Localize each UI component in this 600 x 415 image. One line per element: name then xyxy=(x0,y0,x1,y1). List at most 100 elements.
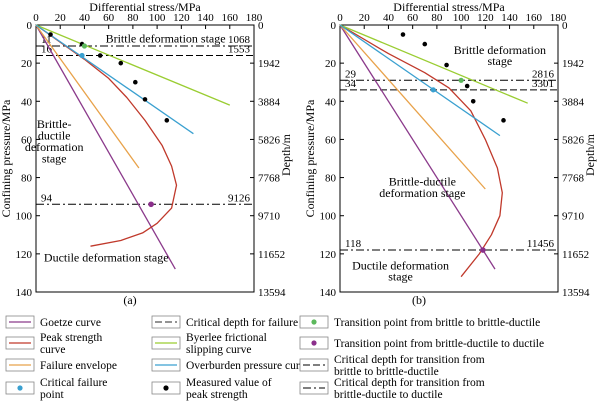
y-tick-label: 40 xyxy=(325,96,337,108)
legend-critical-depth-for-transition-from-label: brittle-ductile to ductile xyxy=(334,389,443,401)
legend-byerlee-frictional-label: Byerlee frictional xyxy=(186,332,267,344)
legend-measured-value-of-label: Measured value of xyxy=(186,377,272,389)
x-tick-label: 120 xyxy=(173,12,190,24)
chart-panel-b: 0 20 40 60 80 100 120 140 160 180 Differential str… xyxy=(303,0,597,299)
y2-tick-label: 9710 xyxy=(562,211,585,223)
x-tick-label: 160 xyxy=(222,12,239,24)
y2-tick-label: 5826 xyxy=(562,134,585,146)
x-tick-label: 80 xyxy=(431,12,443,24)
stage-annotation: stage xyxy=(488,54,513,68)
stage-annotation: stage xyxy=(42,152,67,166)
legend-transition-point-from-brittle-to-brittle-ductile-swatch xyxy=(299,315,329,329)
x-tick-label: 80 xyxy=(127,12,139,24)
legend-peak-strength-swatch xyxy=(5,336,35,350)
legend-transition-point-from-brittle-to-brittle-ductile-label: Transition point from brittle to brittle… xyxy=(334,317,540,329)
critical-depth-label: 3301 xyxy=(532,78,554,90)
legend-overburden-pressure-curve-label: Overburden pressure curve xyxy=(186,360,311,372)
y-tick-label: 100 xyxy=(16,211,33,223)
y2-tick-label: 13594 xyxy=(258,287,286,299)
legend-byerlee-frictional-label: slipping curve xyxy=(186,344,251,356)
x-tick-label: 40 xyxy=(79,12,91,24)
measured-point xyxy=(501,118,506,123)
series-peak-strength-curve xyxy=(35,24,178,247)
transition-point-brittle xyxy=(458,77,464,83)
x-tick-label: 60 xyxy=(407,12,419,24)
x-tick-label: 120 xyxy=(477,12,494,24)
stage-annotation: Ductile deformation xyxy=(352,258,449,272)
y2-tick-label: 0 xyxy=(258,20,264,32)
transition-point-ductile xyxy=(148,201,154,208)
y-tick-label: 140 xyxy=(16,287,33,299)
x-tick-label: 20 xyxy=(359,12,371,24)
series-overburden-pressure-curve xyxy=(339,24,501,137)
measured-point xyxy=(422,41,428,47)
y2-tick-label: 13594 xyxy=(562,287,590,299)
y-tick-label: 20 xyxy=(21,58,33,70)
y2-axis-title-b: Depth/m xyxy=(583,133,597,176)
plot-frame-b xyxy=(339,24,559,293)
critical-failure-point xyxy=(79,52,85,59)
critical-depth-label: 11456 xyxy=(527,238,555,250)
measured-point xyxy=(164,118,170,123)
stage-annotation: Brittle deformation xyxy=(454,43,546,57)
y2-tick-label: 9710 xyxy=(258,211,281,223)
y2-tick-label: 3884 xyxy=(258,96,281,108)
y-tick-label: 0 xyxy=(27,20,33,32)
legend-critical-depth-for-transition-from-swatch xyxy=(299,358,329,372)
y-tick-label: 120 xyxy=(16,249,33,261)
plot-frame-a xyxy=(35,24,255,293)
y2-tick-label: 1942 xyxy=(562,58,584,70)
y-axis-title-a: Confining pressure/MPa xyxy=(0,99,13,217)
critical-pressure-label: 118 xyxy=(345,238,362,250)
x-tick-label: 180 xyxy=(246,12,263,24)
series-goetze-curve xyxy=(35,24,176,270)
legend-transition-point-from-brittle-ductile-to-ductile-swatch xyxy=(299,336,329,350)
y2-tick-label: 11652 xyxy=(562,249,589,261)
x-axis-title-b: Differential stress/MPa xyxy=(393,0,505,14)
legend-goetze-curve-label: Goetze curve xyxy=(40,317,101,329)
critical-pressure-label: 34 xyxy=(345,78,357,90)
legend-critical-depth-for-transition-from-swatch xyxy=(299,381,329,395)
critical-depth-label: 9126 xyxy=(228,192,251,204)
legend-overburden-pressure-curve-swatch xyxy=(151,358,181,372)
series-byerlee-frictional-slipping-curve xyxy=(35,24,231,106)
legend-measured-value-of-label: peak strength xyxy=(186,389,248,401)
legend-critical-failure-swatch xyxy=(5,381,35,395)
x-tick-label: 40 xyxy=(383,12,395,24)
critical-pressure-label: 29 xyxy=(345,68,357,80)
x-tick-label: 100 xyxy=(149,12,166,24)
legend-swatch-dot xyxy=(311,340,317,346)
critical-depth-label: 1068 xyxy=(228,34,251,46)
x-tick-label: 0 xyxy=(337,12,343,24)
series-goetze-curve xyxy=(339,24,496,270)
stage-annotation: Brittle-ductile xyxy=(389,174,456,188)
x-tick-label: 140 xyxy=(501,12,518,24)
series-failure-envelope xyxy=(339,24,486,190)
critical-depth-label: 1553 xyxy=(228,44,251,56)
measured-point xyxy=(118,60,124,66)
measured-point xyxy=(470,98,476,104)
x-tick-label: 100 xyxy=(453,12,470,24)
x-axis-title-a: Differential stress/MPa xyxy=(89,0,201,14)
legend-critical-depth-for-failure-label: Critical depth for failure xyxy=(186,317,298,329)
stage-annotation: Brittle deformation stage xyxy=(106,31,226,45)
measured-point xyxy=(400,32,406,37)
y2-axis-title-a: Depth/m xyxy=(279,133,293,176)
legend-peak-strength-label: Peak strength xyxy=(40,332,103,344)
series-byerlee-frictional-slipping-curve xyxy=(339,24,528,104)
series-peak-strength-curve xyxy=(339,24,503,278)
measured-point xyxy=(464,83,470,89)
legend-swatch-dot xyxy=(17,385,23,391)
legend-critical-depth-for-failure-swatch xyxy=(151,315,181,329)
transition-point-brittle xyxy=(81,43,88,49)
measured-point xyxy=(142,97,148,102)
y-tick-label: 40 xyxy=(21,96,33,108)
y-tick-label: 0 xyxy=(331,20,337,32)
legend: Goetze curve Critical depth for failure Tr… xyxy=(5,315,544,401)
y-tick-label: 100 xyxy=(320,211,337,223)
measured-point xyxy=(444,62,449,68)
y2-tick-label: 11652 xyxy=(258,249,285,261)
legend-failure-envelope-label: Failure envelope xyxy=(40,360,117,372)
